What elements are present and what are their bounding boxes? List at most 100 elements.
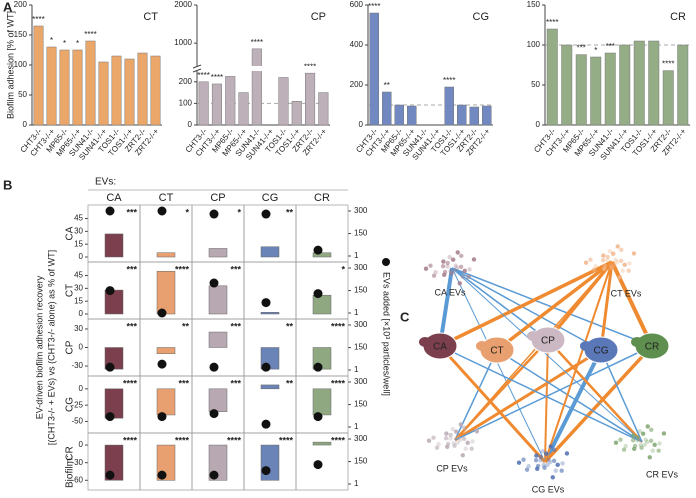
ev-particle	[649, 427, 654, 433]
y2-tick-label: 150	[354, 400, 368, 409]
y-tick-label: 100	[14, 60, 28, 69]
ev-particle	[440, 264, 446, 269]
ev-particle	[447, 255, 452, 260]
y-tick-label: 50	[18, 90, 27, 99]
ev-dot	[157, 470, 167, 480]
ev-particle	[650, 448, 655, 453]
ev-particle	[543, 451, 549, 456]
ev-particle	[648, 438, 654, 443]
y-axis-title: [(CHT3-/- + EVs) vs (CHT3-/- alone) as %…	[46, 250, 56, 445]
edge	[439, 260, 613, 348]
ev-particle	[591, 267, 597, 272]
ev-particle	[453, 263, 458, 268]
ev-dot	[105, 470, 115, 480]
ev-dot	[157, 206, 167, 216]
ev-particle	[647, 455, 652, 460]
ev-particle	[600, 258, 606, 263]
row-label: CP	[65, 340, 76, 354]
ev-particle	[560, 461, 565, 466]
y-tick-label: 1000	[174, 38, 192, 47]
row-label: CA	[65, 226, 76, 240]
cell-frame	[243, 261, 297, 320]
y-tick-label: 45	[74, 271, 83, 280]
ev-particle	[542, 465, 547, 470]
y-tick-label: 50	[531, 80, 540, 89]
y-tick-label: 0	[23, 120, 28, 129]
bar	[469, 106, 479, 126]
ev-particle	[615, 259, 620, 265]
bar	[561, 44, 573, 126]
row-label: CT	[65, 284, 76, 297]
ev-particle	[461, 436, 467, 441]
significance-label: **	[286, 207, 294, 217]
y2-tick-label: 300	[354, 377, 368, 386]
bar	[33, 25, 44, 126]
ev-particle	[445, 444, 450, 450]
edge	[547, 339, 643, 443]
legend-dot	[382, 258, 390, 266]
ev-particle	[615, 244, 620, 249]
significance-label: *	[237, 207, 241, 217]
bar	[318, 92, 329, 126]
ev-particle	[469, 446, 474, 451]
y-tick-label: 0	[79, 343, 84, 352]
ev-particle	[465, 440, 470, 446]
significance-label: ****	[84, 30, 96, 39]
bar	[407, 105, 417, 126]
bar	[208, 331, 228, 348]
ev-particle	[612, 262, 617, 267]
bar	[104, 233, 124, 258]
ev-particle	[643, 437, 648, 442]
edge	[451, 267, 546, 463]
bar	[85, 40, 96, 126]
bar	[619, 44, 631, 126]
significance-label: ***	[230, 378, 241, 388]
ev-particle	[627, 261, 632, 266]
ev-particle	[457, 281, 462, 286]
significance-label: ****	[175, 264, 190, 274]
ev-particle	[463, 446, 468, 451]
y-axis-title: EV-driven biofilm adhesion recovery	[34, 275, 44, 419]
significance-label: ****	[546, 18, 558, 27]
significance-label: **	[286, 378, 294, 388]
ev-particle	[555, 462, 560, 468]
ev-dot	[261, 298, 271, 308]
cell-frame	[295, 432, 349, 491]
ev-particle	[613, 440, 619, 445]
edge	[544, 339, 549, 463]
row-label: CR	[65, 446, 76, 460]
bar	[312, 252, 332, 258]
ev-particle	[645, 424, 650, 429]
y2-tick-label: 1	[354, 308, 359, 317]
bar	[590, 56, 602, 126]
ev-particle	[652, 442, 657, 448]
y-tick-label: 0	[359, 120, 364, 129]
ev-particle	[534, 453, 539, 458]
y-tick-label: 0	[188, 120, 193, 129]
ev-particle	[645, 439, 650, 445]
y2-tick-label: 150	[354, 343, 368, 352]
cell-bud	[631, 337, 643, 347]
bar	[156, 347, 176, 354]
axis-break	[193, 66, 330, 71]
ev-particle	[452, 268, 457, 273]
ev-particle	[546, 457, 551, 462]
y-tick-label: 150	[527, 0, 541, 9]
bar	[312, 388, 332, 416]
ev-particle	[431, 273, 437, 278]
edge	[599, 261, 614, 351]
ev-particle	[583, 260, 589, 265]
cell-label: CR	[645, 342, 659, 353]
ev-particle	[550, 475, 555, 480]
edge	[438, 344, 547, 464]
ev-dot	[313, 412, 323, 422]
bar	[677, 44, 689, 126]
y2-tick-label: 1	[354, 422, 359, 431]
ev-particle	[564, 451, 570, 456]
edge	[496, 349, 643, 443]
cell-label: CT	[490, 346, 503, 357]
ev-particle	[442, 272, 447, 278]
y-tick-label: 2000	[174, 0, 192, 9]
ev-particle	[631, 433, 636, 438]
ev-label: CT EVs	[611, 288, 642, 298]
